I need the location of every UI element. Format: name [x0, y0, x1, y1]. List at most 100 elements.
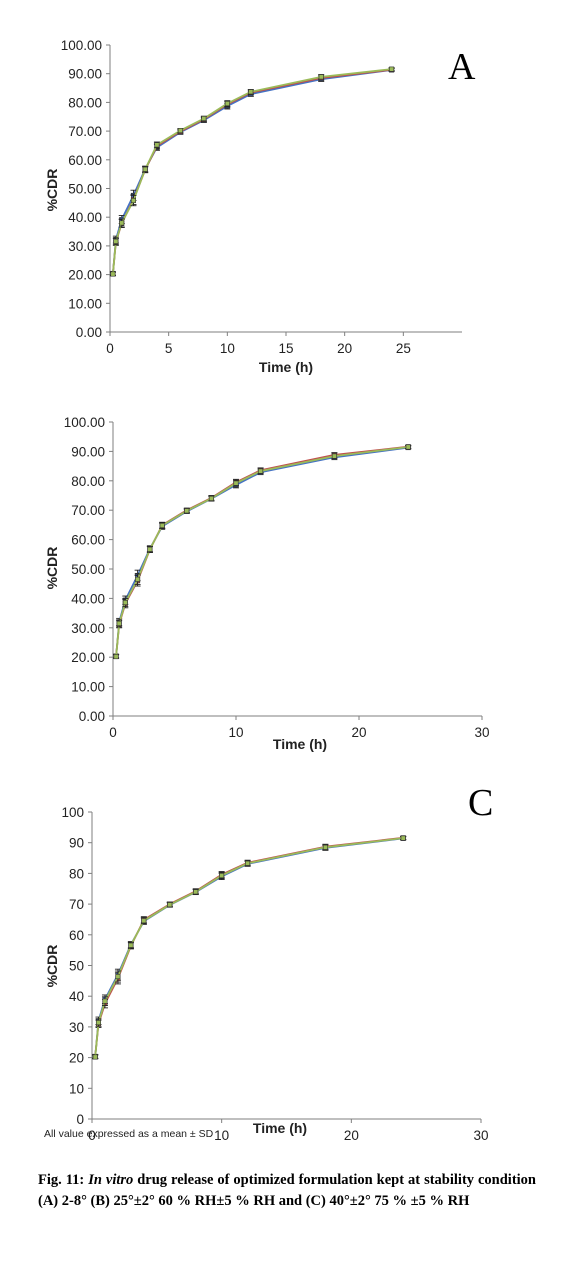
- data-point: [389, 66, 395, 72]
- data-point: [208, 495, 214, 501]
- y-tick-label: 50: [69, 959, 84, 974]
- x-axis-title: Time (h): [259, 359, 313, 375]
- x-tick-label: 10: [220, 341, 235, 356]
- panel-label: A: [448, 46, 476, 88]
- x-tick-label: 0: [109, 725, 117, 740]
- y-tick-label: 40.00: [71, 591, 105, 606]
- y-tick-label: 20.00: [71, 650, 105, 665]
- series-line: [94, 836, 404, 1057]
- data-point: [258, 468, 264, 474]
- data-point: [245, 860, 251, 866]
- series-line: [115, 446, 409, 657]
- x-tick-label: 25: [396, 341, 411, 356]
- y-tick-label: 90: [69, 836, 84, 851]
- data-point: [318, 74, 324, 80]
- data-point: [167, 902, 173, 908]
- data-point: [405, 444, 411, 450]
- release-chart-c: C %CDR Time (h) 0 10 20 30 40 50 60 70 80 90 100 0 1…: [44, 782, 493, 1143]
- data-point: [102, 998, 108, 1004]
- y-tick-label: 0.00: [79, 709, 105, 724]
- data-point: [224, 101, 230, 107]
- y-tick-label: 90.00: [68, 67, 102, 82]
- x-tick-label: 15: [278, 341, 293, 356]
- x-tick-label: 5: [165, 341, 173, 356]
- x-tick-label: 0: [88, 1128, 96, 1143]
- y-tick-label: 30.00: [71, 621, 105, 636]
- panel-label: C: [468, 782, 493, 824]
- y-tick-label: 80.00: [68, 95, 102, 110]
- release-chart-a: A %CDR Time (h) 0.00 10.00 20.00 30.00 40.00…: [44, 38, 476, 375]
- x-tick-label: 20: [351, 725, 366, 740]
- y-tick-label: 10: [69, 1081, 84, 1096]
- y-tick-label: 100: [61, 805, 84, 820]
- data-point: [141, 918, 147, 924]
- data-point: [159, 522, 165, 528]
- y-tick-label: 50.00: [68, 182, 102, 197]
- y-tick-label: 60.00: [68, 153, 102, 168]
- data-point: [331, 453, 337, 459]
- data-point: [233, 480, 239, 486]
- data-point: [135, 576, 141, 582]
- data-point: [119, 220, 125, 226]
- x-tick-label: 30: [474, 725, 489, 740]
- x-tick-label: 10: [228, 725, 243, 740]
- x-axis-title: Time (h): [273, 736, 327, 752]
- data-point: [95, 1020, 101, 1026]
- data-point: [115, 974, 121, 980]
- y-tick-label: 80.00: [71, 474, 105, 489]
- x-tick-label: 0: [106, 341, 114, 356]
- data-point: [92, 1054, 98, 1060]
- data-point: [110, 271, 116, 277]
- data-point: [142, 166, 148, 172]
- figure-caption: Fig. 11: In vitro drug release of optimi…: [38, 1170, 536, 1212]
- y-axis-title: %CDR: [44, 945, 60, 988]
- y-axis-title: %CDR: [44, 547, 60, 590]
- caption-prefix: Fig. 11:: [38, 1172, 89, 1188]
- data-point: [184, 508, 190, 514]
- y-tick-label: 30: [69, 1020, 84, 1035]
- series-line: [94, 837, 404, 1057]
- series-line: [112, 68, 392, 275]
- data-point: [128, 942, 134, 948]
- caption-italic: In vitro: [88, 1172, 134, 1188]
- y-axis-title: %CDR: [44, 169, 60, 212]
- x-tick-label: 30: [473, 1128, 488, 1143]
- data-point: [113, 238, 119, 244]
- y-tick-label: 100.00: [64, 415, 105, 430]
- data-point: [322, 844, 328, 850]
- data-point: [147, 546, 153, 552]
- x-tick-label: 20: [337, 341, 352, 356]
- data-point: [122, 600, 128, 606]
- y-tick-label: 100.00: [61, 38, 102, 53]
- y-tick-label: 70.00: [68, 124, 102, 139]
- release-chart-b: %CDR Time (h) 0.00 10.00 20.00 30.00 40.00 50…: [44, 415, 490, 752]
- data-point: [400, 835, 406, 841]
- y-tick-label: 70: [69, 897, 84, 912]
- data-point: [154, 142, 160, 148]
- y-tick-label: 10.00: [71, 680, 105, 695]
- x-tick-label: 20: [344, 1128, 359, 1143]
- x-tick-label: 10: [214, 1128, 229, 1143]
- data-point: [219, 873, 225, 879]
- y-tick-label: 50.00: [71, 562, 105, 577]
- y-tick-label: 70.00: [71, 503, 105, 518]
- data-point: [113, 654, 119, 660]
- data-point: [201, 115, 207, 121]
- y-tick-label: 90.00: [71, 444, 105, 459]
- y-tick-label: 80: [69, 866, 84, 881]
- data-point: [130, 198, 136, 204]
- series-line: [94, 837, 404, 1058]
- y-tick-label: 20: [69, 1051, 84, 1066]
- y-tick-label: 40: [69, 989, 84, 1004]
- data-point: [116, 620, 122, 626]
- y-tick-label: 40.00: [68, 210, 102, 225]
- data-point: [177, 128, 183, 134]
- y-tick-label: 0: [76, 1112, 84, 1127]
- y-tick-label: 60.00: [71, 533, 105, 548]
- y-tick-label: 60: [69, 928, 84, 943]
- data-point: [193, 889, 199, 895]
- x-axis-title: Time (h): [253, 1120, 307, 1136]
- y-tick-label: 0.00: [76, 325, 102, 340]
- caption-text: drug release of optimized formulation ke…: [38, 1172, 536, 1209]
- footnote: All value expressed as a mean ± SD: [44, 1128, 214, 1140]
